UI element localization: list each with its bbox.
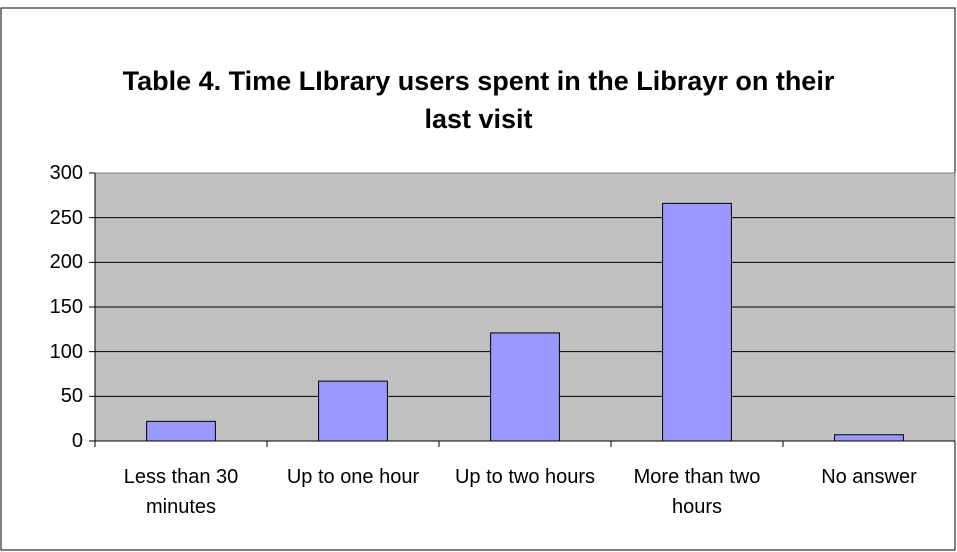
bar	[662, 202, 732, 442]
bar	[834, 434, 904, 442]
y-tick-label: 100	[49, 340, 83, 363]
x-tick-label: Up to two hours	[454, 466, 596, 488]
y-tick-label: 50	[60, 385, 83, 408]
y-tick-label: 0	[71, 430, 83, 452]
y-tick-label: 250	[49, 206, 83, 229]
bar	[490, 332, 560, 442]
x-tick-label: Up to one hour	[286, 466, 420, 488]
y-tick-label: 200	[49, 251, 83, 274]
y-tick-label: 300	[49, 162, 83, 184]
x-tick-label: More than two hours	[633, 466, 761, 518]
x-tick-label: No answer	[821, 466, 917, 488]
bar	[318, 380, 388, 442]
x-tick-label: Less than 30 minutes	[123, 466, 239, 518]
chart-title: Table 4. Time LIbrary users spent in the…	[122, 66, 835, 134]
y-tick-label: 150	[49, 296, 83, 318]
bar	[146, 420, 216, 442]
